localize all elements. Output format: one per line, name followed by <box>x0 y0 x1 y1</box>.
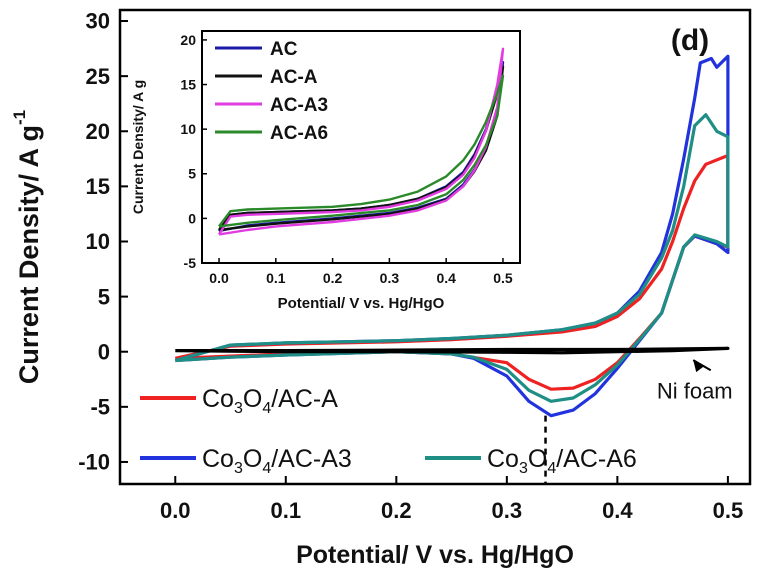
series-line-2 <box>174 113 730 403</box>
y-tick-label: 0 <box>188 210 196 226</box>
legend-label-part: /AC-A <box>271 385 338 413</box>
x-tick-label: 0.1 <box>270 498 301 523</box>
inset-y-axis-title-group: Current Density/ A g <box>130 80 146 214</box>
legend-label-2: Co3O4/AC-A6 <box>487 445 637 477</box>
legend-label-1: Co3O4/AC-A3 <box>202 445 352 477</box>
x-tick-label: 0.0 <box>160 498 191 523</box>
inset-series <box>217 47 505 236</box>
series-line-3 <box>218 74 505 228</box>
y-axis-title: Current Density/ A g <box>14 125 44 384</box>
inset-legend-label-2: AC-A3 <box>270 95 328 116</box>
inset-legend-label-1: AC-A <box>270 67 318 88</box>
y-tick-label: 5 <box>98 284 110 309</box>
x-axis-title: Potential/ V vs. Hg/HgO <box>296 541 574 569</box>
legend-label-part: Co <box>487 445 519 473</box>
main-annotations: Ni foam <box>544 359 733 484</box>
x-tick-label: 0.3 <box>492 498 523 523</box>
legend-label-part: O <box>243 385 262 413</box>
inset-x-axis-title: Potential/ V vs. Hg/HgO <box>278 295 445 312</box>
y-tick-label: 10 <box>86 229 110 254</box>
legend-label-0: Co3O4/AC-A <box>202 385 338 417</box>
legend-label-part: O <box>528 445 547 473</box>
x-tick-label: 0.1 <box>266 270 286 286</box>
inset-legend-label-3: AC-A6 <box>270 123 328 144</box>
x-tick-label: 0.5 <box>493 270 513 286</box>
series-line-3 <box>175 346 730 355</box>
x-tick-label: 0.3 <box>380 270 400 286</box>
y-tick-label: 5 <box>188 166 196 182</box>
legend-label-part: 3 <box>234 400 243 417</box>
legend-label-part: Co <box>202 445 234 473</box>
legend-label-part: 4 <box>262 460 271 477</box>
ni-foam-arrowhead <box>693 360 705 373</box>
legend-label-part: 4 <box>262 400 271 417</box>
y-tick-label: 20 <box>180 32 196 48</box>
inset-legend-label-0: AC <box>270 39 298 60</box>
inset-y-axis-title: Current Density/ A g <box>130 80 146 214</box>
y-tick-label: 20 <box>86 119 110 144</box>
legend-label-part: O <box>243 445 262 473</box>
panel-label: (d) <box>671 24 709 57</box>
y-tick-label: 25 <box>86 64 110 89</box>
y-tick-label: 30 <box>86 9 110 34</box>
y-tick-label: -10 <box>78 450 110 475</box>
y-axis-title-superscript: -1 <box>10 110 29 125</box>
x-tick-label: 0.2 <box>381 498 412 523</box>
legend-label-part: 3 <box>234 460 243 477</box>
x-tick-label: 0.2 <box>323 270 343 286</box>
y-tick-label: 0 <box>98 339 110 364</box>
y-tick-label: -5 <box>90 395 110 420</box>
legend-label-part: /AC-A3 <box>271 445 352 473</box>
legend-label-part: 3 <box>519 460 528 477</box>
legend-label-part: /AC-A6 <box>556 445 637 473</box>
y-tick-label: 10 <box>180 121 196 137</box>
x-tick-label: 0.5 <box>713 498 744 523</box>
inset-legend: AC AC-A AC-A3 AC-A6 <box>215 39 328 144</box>
ni-foam-label: Ni foam <box>657 378 733 403</box>
svg-text:Current Density/ A g-1: Current Density/ A g-1 <box>10 110 44 384</box>
inset-ticks: 0.0 0.1 0.2 0.3 0.4 0.5 -5 0 5 10 15 20 <box>180 32 512 286</box>
y-tick-label: 15 <box>86 174 110 199</box>
y-tick-label: -5 <box>184 255 197 271</box>
main-series <box>174 54 730 418</box>
legend-label-part: 4 <box>547 460 556 477</box>
x-tick-label: 0.4 <box>436 270 456 286</box>
x-tick-label: 0.4 <box>602 498 633 523</box>
y-tick-label: 15 <box>180 76 196 92</box>
y-axis-title-group: Current Density/ A g-1 <box>10 110 44 384</box>
legend-label-part: Co <box>202 385 234 413</box>
x-tick-label: 0.0 <box>209 270 229 286</box>
